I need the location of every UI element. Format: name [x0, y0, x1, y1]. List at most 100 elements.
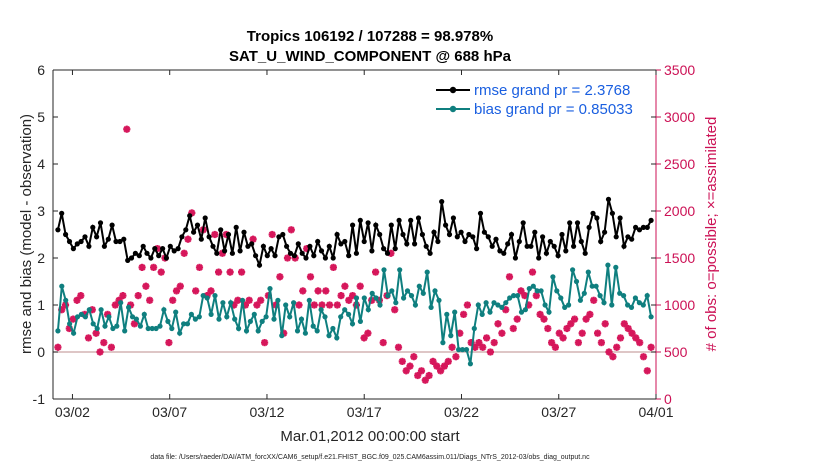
rmse-point — [86, 243, 92, 249]
obs-count-marker — [111, 301, 119, 309]
bias-point — [232, 316, 238, 322]
bias-point — [393, 300, 399, 306]
rmse-point — [450, 215, 456, 221]
rmse-point — [462, 238, 468, 245]
bias-point — [67, 321, 73, 327]
bias-point — [518, 309, 525, 315]
obs-count-marker — [559, 334, 567, 342]
obs-count-marker — [586, 310, 594, 318]
bias-point — [365, 307, 371, 313]
rmse-point — [167, 243, 173, 249]
bias-point — [318, 307, 324, 313]
rmse-point — [175, 246, 181, 252]
rmse-point — [225, 231, 232, 238]
rmse-point — [253, 253, 259, 259]
rmse-point — [287, 250, 294, 256]
rmse-point — [640, 224, 647, 230]
bias-point — [573, 278, 580, 285]
rmse-point — [373, 222, 379, 228]
bias-point — [228, 300, 234, 306]
rmse-point — [97, 220, 104, 226]
bias-point — [208, 311, 214, 317]
bias-point — [165, 318, 171, 324]
bias-point — [275, 297, 281, 303]
rmse-point — [307, 243, 313, 249]
bias-point — [621, 293, 627, 299]
bias-point — [562, 304, 568, 310]
obs-count-marker — [257, 296, 265, 304]
rmse-point — [532, 229, 538, 235]
bias-point — [628, 304, 635, 310]
obs-count-marker — [613, 343, 621, 351]
bias-point — [613, 264, 619, 270]
rmse-point — [303, 255, 309, 261]
bias-point — [424, 269, 430, 275]
rmse-point — [528, 243, 534, 249]
bias-point — [648, 314, 654, 320]
bias-point — [550, 274, 556, 280]
bias-point — [149, 325, 155, 332]
y-tick-label: 2 — [37, 250, 45, 266]
obs-count-marker — [452, 353, 460, 361]
obs-count-marker — [54, 343, 62, 351]
bias-point — [298, 316, 305, 322]
bias-point — [475, 302, 481, 308]
bias-point — [361, 295, 367, 301]
y-tick-label: 6 — [37, 62, 45, 78]
obs-count-marker — [195, 263, 204, 271]
x-tick-label: 03/07 — [152, 404, 187, 420]
bias-point — [456, 347, 462, 353]
rmse-point — [598, 238, 604, 245]
bias-point — [538, 288, 544, 294]
rmse-point — [524, 243, 530, 249]
rmse-point — [268, 246, 274, 252]
bias-point — [173, 309, 179, 315]
obs-count-marker — [329, 263, 337, 271]
obs-count-marker — [555, 329, 563, 337]
bias-point — [397, 267, 403, 273]
obs-count-marker — [394, 343, 403, 351]
bias-point — [196, 314, 202, 320]
bias-point — [338, 314, 344, 320]
bias-point — [181, 321, 187, 327]
rmse-point — [458, 229, 464, 235]
obs-count-marker — [505, 273, 514, 281]
bias-point — [259, 318, 265, 324]
chart-subtitle: SAT_U_WIND_COMPONENT @ 688 hPa — [229, 48, 512, 65]
obs-count-marker — [616, 334, 625, 342]
rmse-point — [245, 243, 251, 249]
bias-point — [420, 290, 426, 296]
bias-point — [243, 328, 250, 334]
bias-point — [349, 321, 356, 327]
obs-count-marker — [142, 282, 150, 290]
rmse-point — [485, 234, 491, 240]
obs-count-marker — [444, 357, 452, 365]
rmse-point — [295, 241, 301, 247]
obs-count-marker — [540, 315, 548, 323]
rmse-point — [357, 217, 363, 223]
obs-count-marker — [245, 296, 253, 304]
y-tick-label: 5 — [37, 109, 45, 125]
rmse-point — [334, 231, 340, 238]
rmse-point — [497, 248, 503, 254]
obs-count-marker — [509, 324, 517, 333]
obs-count-marker — [597, 339, 606, 347]
legend-rmse-marker — [449, 86, 457, 94]
rmse-point — [381, 246, 387, 252]
rmse-point — [567, 220, 573, 226]
rmse-point — [571, 243, 577, 249]
bias-point — [401, 295, 407, 301]
bias-point — [605, 262, 611, 268]
rmse-point — [574, 220, 581, 226]
obs-count-marker — [498, 329, 506, 337]
rmse-point — [470, 234, 476, 240]
obs-count-marker — [180, 249, 188, 257]
bias-point — [526, 286, 532, 292]
bias-point — [507, 295, 513, 301]
bias-point — [236, 325, 242, 332]
obs-count-marker — [138, 263, 146, 271]
legend: rmse grand pr = 2.3768 bias grand pr = 0… — [436, 82, 633, 118]
bias-point — [122, 328, 128, 334]
rmse-point — [272, 253, 278, 259]
bias-point — [377, 302, 383, 308]
